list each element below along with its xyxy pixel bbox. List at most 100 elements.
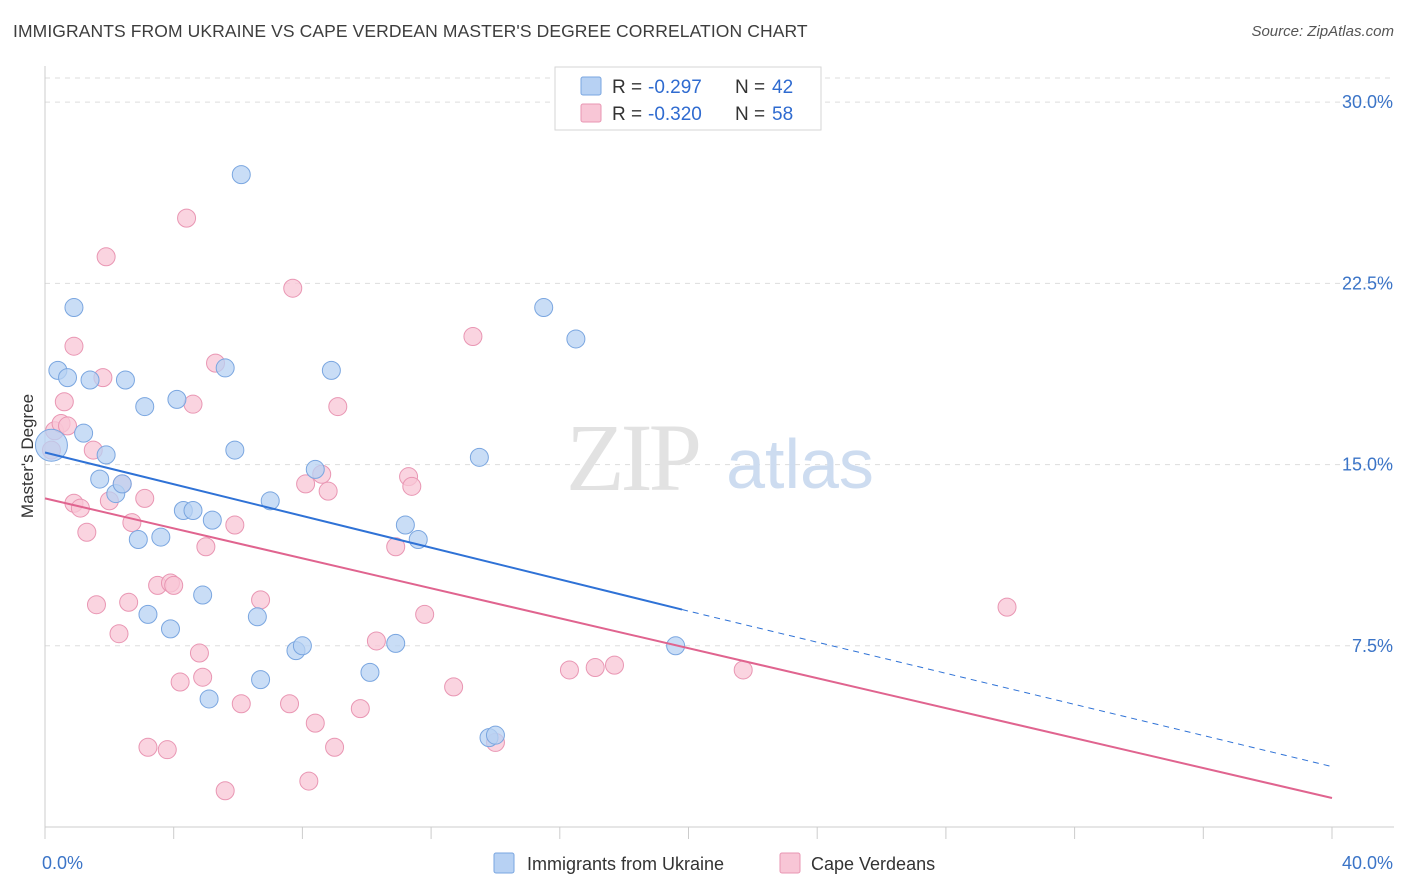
legend-n-value-1: 42 bbox=[772, 77, 793, 98]
chart-title: IMMIGRANTS FROM UKRAINE VS CAPE VERDEAN … bbox=[13, 21, 808, 41]
ukraine-point bbox=[115, 370, 135, 390]
ukraine-point bbox=[215, 358, 235, 378]
cape-verdean-point bbox=[215, 781, 235, 801]
x-tick-label-max: 40.0% bbox=[1342, 853, 1393, 873]
legend-r-value-2: -0.320 bbox=[648, 104, 702, 125]
cape-verdean-point bbox=[733, 660, 753, 680]
cape-verdeans-points bbox=[41, 208, 1017, 801]
bottom-legend-cape-verdeans: Cape Verdeans bbox=[811, 854, 935, 874]
cape-verdean-point bbox=[386, 537, 406, 557]
ukraine-point bbox=[360, 662, 380, 682]
cape-verdean-point bbox=[119, 592, 139, 612]
cape-verdean-point bbox=[415, 604, 435, 624]
cape-verdean-point bbox=[318, 481, 338, 501]
bottom-legend-pink-swatch bbox=[779, 852, 801, 874]
cape-verdean-point bbox=[138, 737, 158, 757]
ukraine-point bbox=[231, 165, 251, 185]
trend-lines bbox=[44, 451, 1333, 799]
ukraine-point bbox=[251, 670, 271, 690]
cape-verdean-point bbox=[196, 537, 216, 557]
ukraine-point bbox=[386, 633, 406, 653]
grid-lines bbox=[45, 77, 1394, 647]
cape-verdean-point bbox=[54, 392, 74, 412]
ukraine-point bbox=[199, 689, 219, 709]
cape-verdean-point bbox=[170, 672, 190, 692]
cape-verdean-point bbox=[997, 597, 1017, 617]
ukraine-point bbox=[321, 360, 341, 380]
ukraine-point bbox=[96, 445, 116, 465]
watermark-zip: ZIP bbox=[566, 404, 699, 511]
cape-verdean-point bbox=[350, 699, 370, 719]
cape-verdean-point bbox=[559, 660, 579, 680]
cape-verdean-point bbox=[77, 522, 97, 542]
cape-verdean-point bbox=[604, 655, 624, 675]
ukraine-point bbox=[469, 447, 489, 467]
series-legend: Immigrants from Ukraine Cape Verdeans bbox=[493, 852, 935, 874]
cape-verdean-point bbox=[225, 515, 245, 535]
legend-pink-swatch bbox=[580, 103, 602, 123]
legend-n-label-2: N = bbox=[735, 104, 765, 125]
cape-verdean-point bbox=[86, 595, 106, 615]
cape-verdean-point bbox=[296, 474, 316, 494]
ukraine-point bbox=[151, 527, 171, 547]
y-tick-label: 22.5% bbox=[1342, 273, 1393, 293]
cape-verdean-point bbox=[444, 677, 464, 697]
watermark: ZIP atlas bbox=[566, 404, 874, 511]
source-label: Source: ZipAtlas.com bbox=[1251, 23, 1394, 40]
ukraine-point bbox=[485, 725, 505, 745]
ukraine-point bbox=[64, 298, 84, 318]
y-tick-label: 7.5% bbox=[1352, 636, 1393, 656]
x-tick-labels: 0.0% 40.0% bbox=[42, 853, 1393, 873]
legend-n-value-2: 58 bbox=[772, 104, 793, 125]
ukraine-point bbox=[138, 604, 158, 624]
cape-verdean-trend-line bbox=[44, 497, 1333, 799]
y-tick-labels: 7.5% 15.0% 22.5% 30.0% bbox=[1342, 92, 1393, 656]
cape-verdean-point bbox=[231, 694, 251, 714]
cape-verdean-point bbox=[328, 397, 348, 417]
ukraine-point bbox=[305, 459, 325, 479]
x-tick-label-min: 0.0% bbox=[42, 853, 83, 873]
cape-verdean-point bbox=[463, 327, 483, 347]
bottom-legend-blue-swatch bbox=[493, 852, 515, 874]
ukraine-point bbox=[566, 329, 586, 349]
cape-verdean-point bbox=[402, 476, 422, 496]
ukraine-point bbox=[128, 529, 148, 549]
ukraine-point bbox=[80, 370, 100, 390]
cape-verdean-point bbox=[366, 631, 386, 651]
ukraine-point bbox=[225, 440, 245, 460]
ukraine-point bbox=[260, 491, 280, 511]
ukraine-point bbox=[395, 515, 415, 535]
bottom-legend-ukraine: Immigrants from Ukraine bbox=[527, 854, 724, 874]
legend-r-value-1: -0.297 bbox=[648, 77, 702, 98]
ukraine-point bbox=[534, 298, 554, 318]
ukraine-trend-line bbox=[44, 451, 683, 611]
ukraine-trend-extension bbox=[681, 609, 1333, 768]
ukraine-point bbox=[167, 389, 187, 409]
legend-r-label-1: R = bbox=[612, 77, 642, 98]
cape-verdean-point bbox=[325, 737, 345, 757]
legend-r-label-2: R = bbox=[612, 104, 642, 125]
cape-verdean-point bbox=[157, 740, 177, 760]
cape-verdean-point bbox=[193, 667, 213, 687]
cape-verdean-point bbox=[64, 336, 84, 356]
axes bbox=[44, 66, 1394, 839]
ukraine-points bbox=[34, 165, 686, 748]
cape-verdean-point bbox=[177, 208, 197, 228]
ukraine-point bbox=[135, 397, 155, 417]
cape-verdean-point bbox=[58, 416, 78, 436]
ukraine-point bbox=[183, 500, 203, 520]
cape-verdean-point bbox=[299, 771, 319, 791]
cape-verdean-point bbox=[585, 658, 605, 678]
ukraine-point bbox=[58, 368, 78, 388]
cape-verdean-point bbox=[280, 694, 300, 714]
ukraine-point bbox=[74, 423, 94, 443]
ukraine-point bbox=[247, 607, 267, 627]
cape-verdean-point bbox=[135, 488, 155, 508]
ukraine-point bbox=[34, 428, 68, 462]
cape-verdean-point bbox=[251, 590, 271, 610]
ukraine-point bbox=[202, 510, 222, 530]
watermark-atlas: atlas bbox=[726, 425, 874, 503]
legend-blue-swatch bbox=[580, 76, 602, 96]
ukraine-point bbox=[112, 474, 132, 494]
